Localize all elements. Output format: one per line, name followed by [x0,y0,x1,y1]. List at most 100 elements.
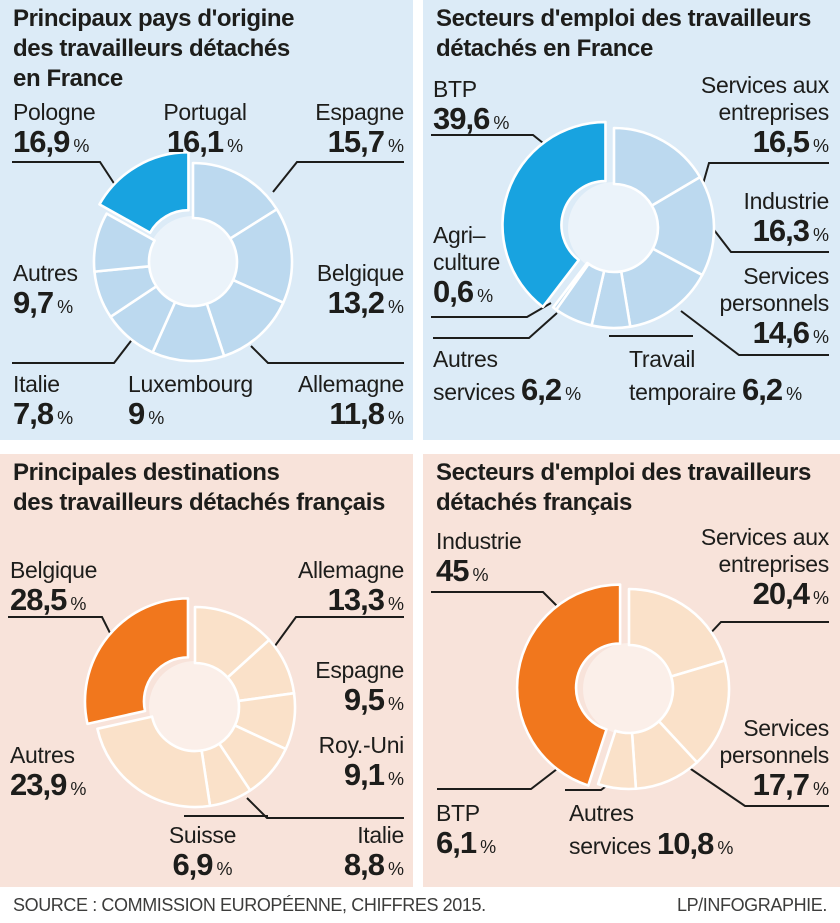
leader-line-italie [12,336,135,364]
slice-value: 6,9% [172,847,233,882]
slice-name: BTP [433,76,477,102]
leader-line-services-aux-entreprises [702,162,829,185]
slice-name: Services [743,715,829,741]
slice-name: Agri– [433,222,486,248]
leader-line-allemagne [271,616,404,651]
leader-line-pologne [12,161,120,192]
donut-chart-destinations [8,597,404,819]
leader-line-espagne [272,161,404,193]
slice-label-suisse: Suisse 6,9% [130,822,275,885]
slice-name: Portugal [163,99,247,125]
slice-belgique [83,597,190,726]
slice-label-portugal: Portugal 16,1% [130,99,280,162]
slice-name: culture [433,249,500,275]
leader-line-industrie [431,591,561,610]
slice-value: 6,1% [436,825,497,860]
slice-value: services 10,8% [569,826,734,861]
footer: SOURCE : COMMISSION EUROPÉENNE, CHIFFRES… [0,887,840,923]
chart-title-sectors-french-workers: Secteurs d'emploi des travailleurs détac… [436,458,811,518]
slice-label-belgique: Belgique 13,2% [317,260,404,323]
donut-chart-sectors-france [431,120,829,356]
slice-value: 20,4% [752,576,829,611]
credit-text: LP/INFOGRAPHIE. [676,894,827,915]
slice-services-aux-entreprises [627,587,727,678]
slice-label-services-aux-entreprises: Services aux entreprises 20,4% [701,524,829,614]
slice-value: 9,1% [343,757,404,792]
slice-name: Espagne [315,657,404,683]
panel-sectors-french-workers: Secteurs d'emploi des travailleurs détac… [423,454,840,887]
slice-label-roy-uni: Roy.-Uni 9,1% [318,732,405,795]
donut-chart-sectors-french-workers [431,583,829,807]
slice-name: Belgique [10,557,98,583]
slice-label-autres-services: Autres services 10,8% [569,800,733,865]
slice-name: Industrie [436,528,522,554]
slice-value: 16,1% [166,124,244,159]
slice-label-industrie: Industrie 45% [436,528,522,591]
leader-line-services-personnels [680,310,829,356]
title-line: détachés en France [436,35,653,62]
slice-value: 15,7% [327,124,404,159]
slice-name: Autres [433,346,498,372]
leader-line-belgique [8,616,116,644]
slice-industrie [515,583,622,787]
title-line: des travailleurs détachés français [13,489,385,516]
slice-name: personnels [719,742,829,768]
title-line: Secteurs d'emploi des travailleurs [436,459,811,486]
slice-value: 28,5% [10,582,87,617]
slice-name: Autres [569,800,634,826]
slice-label-btp: BTP 39,6% [433,76,509,139]
slice-value: 9,5% [343,682,404,717]
slice-label-espagne: Espagne 9,5% [315,657,404,720]
slice-value: 9,7% [13,285,74,320]
slice-value: 16,5% [752,124,829,159]
slice-label-autres: Autres 23,9% [10,742,86,805]
slice-label-belgique: Belgique 28,5% [10,557,97,620]
slice-value: 11,8% [329,396,404,431]
title-line: détachés français [436,489,632,516]
slice-name: Autres [10,742,75,768]
chart-title-sectors-france: Secteurs d'emploi des travailleurs détac… [436,4,811,64]
title-line: Principales destinations [13,459,280,486]
slice-name: Italie [13,371,60,397]
leader-line-services-aux-entreprises [704,621,829,640]
slice-label-luxembourg: Luxembourg 9% [128,371,253,434]
donut-hole [147,216,239,308]
slice-value: 16,9% [13,124,90,159]
slice-value: 13,2% [327,285,404,320]
slice-value: 16,3% [752,213,829,248]
slice-name: Allemagne [298,557,404,583]
slice-autres [96,715,212,809]
slice-btp [596,729,638,791]
slice-name: Roy.-Uni [318,732,405,758]
slice-value: temporaire 6,2% [629,372,803,407]
slice-name: Autres [13,260,78,286]
slice-name: Belgique [316,260,404,286]
leader-line-services-personnels [684,764,829,807]
slice-agriculture [551,261,590,311]
slice-label-espagne: Espagne 15,7% [315,99,404,162]
slice-value: 23,9% [10,767,87,802]
slice-value: 0,6% [433,274,494,309]
title-line: en France [13,65,123,92]
leader-lines [12,161,404,364]
panel-sectors-france: Secteurs d'emploi des travailleurs détac… [423,0,840,440]
slice-value: 8,8% [343,847,404,882]
slice-name: Allemagne [298,371,404,397]
slice-name: personnels [719,290,829,316]
slice-name: Services aux [700,72,829,98]
panel-destinations: Principales destinations des travailleur… [0,454,413,887]
slice-name: BTP [436,800,480,826]
donut-hole [568,182,660,274]
chart-title-destinations: Principales destinations des travailleur… [13,458,385,518]
donut-hole [583,643,675,735]
slice-autres [92,212,156,273]
slice-value: 7,8% [13,396,74,431]
slice-label-autres: Autres 9,7% [13,260,78,323]
slice-label-allemagne: Allemagne 13,3% [298,557,404,620]
slice-label-italie: Italie 8,8% [344,822,404,885]
slice-label-btp: BTP 6,1% [436,800,496,863]
slice-name: entreprises [718,99,830,125]
leader-line-italie [246,797,404,819]
slice-name: Italie [357,822,404,848]
